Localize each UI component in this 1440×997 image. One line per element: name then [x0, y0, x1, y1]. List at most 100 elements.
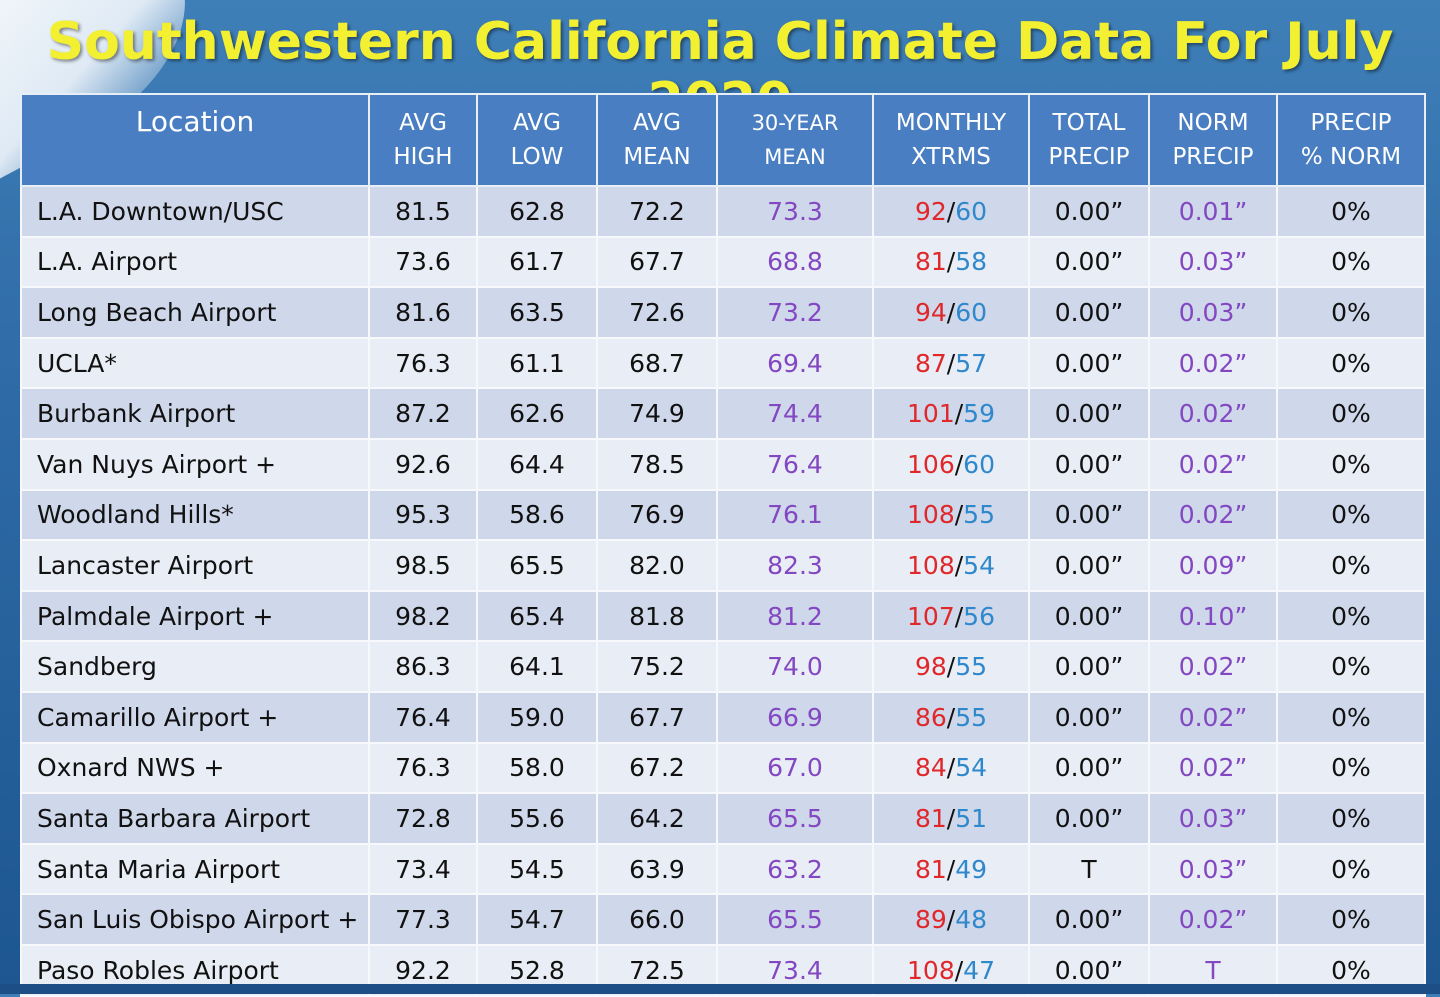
cell-30-year-mean: 81.2 [716, 589, 874, 643]
cell-precip-pct-norm: 0% [1276, 387, 1426, 440]
table-row: Lancaster Airport 98.5 65.5 82.0 82.3 108/54 0… [20, 539, 1426, 592]
cell-precip-pct-norm: 0% [1276, 741, 1426, 795]
cell-30-year-mean: 82.3 [716, 539, 874, 592]
xtrm-separator: / [946, 803, 956, 833]
cell-total-precip: 0.00” [1028, 336, 1150, 390]
header-avg-low: AVG LOW [476, 93, 598, 187]
xtrm-separator: / [946, 652, 956, 682]
cell-norm-precip: 0.02” [1148, 387, 1278, 440]
cell-total-precip: 0.00” [1028, 185, 1150, 238]
xtrm-separator: / [946, 753, 956, 783]
cell-precip-pct-norm: 0% [1276, 286, 1426, 339]
xtrm-high: 81 [914, 854, 947, 884]
xtrm-separator: / [946, 297, 956, 327]
cell-avg-low: 64.1 [476, 640, 598, 693]
cell-location: Oxnard NWS + [20, 741, 370, 795]
cell-location: UCLA* [20, 336, 370, 390]
cell-avg-mean: 72.2 [596, 185, 718, 238]
cell-avg-mean: 81.8 [596, 589, 718, 643]
climate-table-container: Location AVG HIGH AVG LOW AVG MEAN 30-YEAR M… [20, 93, 1426, 997]
table-row: Woodland Hills* 95.3 58.6 76.9 76.1 108/55 0.0… [20, 488, 1426, 542]
cell-norm-precip: 0.02” [1148, 336, 1278, 390]
table-row: Sandberg 86.3 64.1 75.2 74.0 98/55 0.00” 0.02” 0… [20, 640, 1426, 693]
header-line1: AVG [513, 110, 561, 136]
cell-avg-low: 59.0 [476, 690, 598, 744]
header-avg-mean: AVG MEAN [596, 93, 718, 187]
cell-precip-pct-norm: 0% [1276, 640, 1426, 693]
cell-avg-mean: 67.7 [596, 690, 718, 744]
cell-total-precip: 0.00” [1028, 893, 1150, 946]
cell-monthly-xtrms: 81/58 [872, 235, 1030, 289]
cell-precip-pct-norm: 0% [1276, 893, 1426, 946]
cell-avg-low: 61.7 [476, 235, 598, 289]
cell-total-precip: 0.00” [1028, 488, 1150, 542]
cell-30-year-mean: 74.4 [716, 387, 874, 440]
cell-avg-mean: 67.7 [596, 235, 718, 289]
table-row: Palmdale Airport +98.2 65.4 81.8 81.2 107/56… [20, 589, 1426, 643]
cell-location: Burbank Airport [20, 387, 370, 440]
header-line2: PRECIP [1172, 144, 1254, 170]
cell-avg-low: 64.4 [476, 437, 598, 491]
cell-avg-low: 55.6 [476, 792, 598, 845]
cell-monthly-xtrms: 84/54 [872, 741, 1030, 795]
cell-total-precip: 0.00” [1028, 539, 1150, 592]
cell-total-precip: 0.00” [1028, 589, 1150, 643]
header-line2: MEAN [764, 145, 826, 169]
cell-total-precip: 0.00” [1028, 690, 1150, 744]
cell-monthly-xtrms: 106/60 [872, 437, 1030, 491]
table-row: L.A. Downtown/USC 81.5 62.8 72.2 73.3 92/60 0.… [20, 185, 1426, 238]
cell-30-year-mean: 65.5 [716, 893, 874, 946]
cell-precip-pct-norm: 0% [1276, 185, 1426, 238]
cell-30-year-mean: 76.1 [716, 488, 874, 542]
header-total-precip: TOTAL PRECIP [1028, 93, 1150, 187]
xtrm-low: 54 [955, 753, 988, 783]
xtrm-high: 94 [914, 297, 947, 327]
cell-location: Long Beach Airport [20, 286, 370, 339]
cell-total-precip: 0.00” [1028, 286, 1150, 339]
xtrm-separator: / [946, 702, 956, 732]
cell-monthly-xtrms: 108/54 [872, 539, 1030, 592]
cell-monthly-xtrms: 89/48 [872, 893, 1030, 946]
cell-monthly-xtrms: 92/60 [872, 185, 1030, 238]
table-row: L.A. Airport 73.6 61.7 67.7 68.8 81/58 0.00” 0.… [20, 235, 1426, 289]
cell-30-year-mean: 73.2 [716, 286, 874, 339]
cell-norm-precip: 0.02” [1148, 741, 1278, 795]
cell-avg-high: 92.6 [368, 437, 478, 491]
cell-location: Santa Maria Airport [20, 842, 370, 896]
xtrm-low: 60 [955, 297, 988, 327]
xtrm-separator: / [954, 449, 964, 479]
cell-location: Sandberg [20, 640, 370, 693]
cell-30-year-mean: 68.8 [716, 235, 874, 289]
xtrm-high: 81 [914, 803, 947, 833]
table-row: UCLA* 76.3 61.1 68.7 69.4 87/57 0.00” 0.02” 0% [20, 336, 1426, 390]
cell-precip-pct-norm: 0% [1276, 437, 1426, 491]
cell-avg-low: 61.1 [476, 336, 598, 390]
cell-precip-pct-norm: 0% [1276, 690, 1426, 744]
cell-30-year-mean: 66.9 [716, 690, 874, 744]
header-line2: PRECIP [1048, 144, 1130, 170]
xtrm-high: 108 [907, 500, 955, 530]
xtrm-low: 48 [955, 905, 988, 935]
cell-30-year-mean: 63.2 [716, 842, 874, 896]
cell-avg-high: 81.6 [368, 286, 478, 339]
xtrm-high: 101 [907, 399, 955, 429]
xtrm-separator: / [946, 854, 956, 884]
cell-norm-precip: 0.03” [1148, 286, 1278, 339]
xtrm-high: 107 [907, 601, 955, 631]
cell-precip-pct-norm: 0% [1276, 792, 1426, 845]
cell-norm-precip: 0.03” [1148, 792, 1278, 845]
header-norm-precip: NORM PRECIP [1148, 93, 1278, 187]
cell-norm-precip: 0.02” [1148, 437, 1278, 491]
cell-avg-mean: 75.2 [596, 640, 718, 693]
header-line2: MEAN [623, 144, 691, 170]
cell-avg-mean: 78.5 [596, 437, 718, 491]
header-line1: AVG [633, 110, 681, 136]
cell-avg-high: 86.3 [368, 640, 478, 693]
cell-avg-low: 54.7 [476, 893, 598, 946]
xtrm-separator: / [946, 196, 956, 226]
cell-location: L.A. Downtown/USC [20, 185, 370, 238]
xtrm-high: 81 [914, 247, 947, 277]
cell-norm-precip: 0.03” [1148, 842, 1278, 896]
cell-avg-high: 73.6 [368, 235, 478, 289]
cell-avg-mean: 66.0 [596, 893, 718, 946]
